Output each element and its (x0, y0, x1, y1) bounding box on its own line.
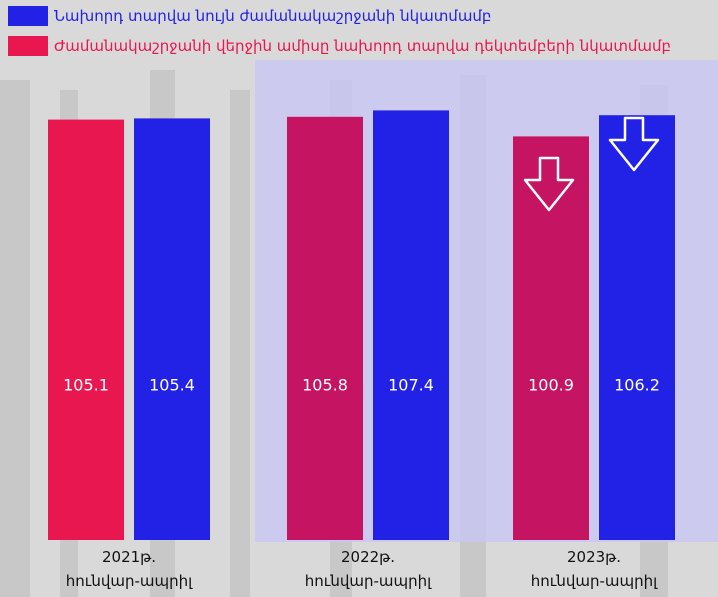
legend-item: Նախորդ տարվա նույն ժամանակաշրջանի նկատմա… (8, 6, 491, 26)
bar (599, 115, 675, 540)
value-label: 100.9 (528, 376, 574, 395)
bar (513, 136, 589, 540)
value-label: 107.4 (388, 376, 434, 395)
legend-item: Ժամանակաշրջանի վերջին ամիսը նախորդ տարվա… (8, 36, 671, 56)
bar (373, 110, 449, 541)
bar (134, 118, 210, 541)
x-tick-label: 2023թ. հունվար-ապրիլ (530, 548, 658, 590)
value-label: 105.8 (302, 376, 348, 395)
x-tick-label: 2022թ. հունվար-ապրիլ (304, 548, 432, 590)
value-label: 105.1 (63, 376, 109, 395)
bar (48, 119, 124, 540)
legend-label: Ժամանակաշրջանի վերջին ամիսը նախորդ տարվա… (54, 37, 672, 55)
legend-label: Նախորդ տարվա նույն ժամանակաշրջանի նկատմա… (54, 7, 492, 25)
value-label: 105.4 (149, 376, 195, 395)
value-label: 106.2 (614, 376, 660, 395)
bar (287, 116, 363, 541)
legend-swatch (8, 6, 48, 26)
legend-swatch (8, 36, 48, 56)
x-tick-label: 2021թ. հունվար-ապրիլ (65, 548, 193, 590)
down-arrow-icon (523, 116, 660, 212)
